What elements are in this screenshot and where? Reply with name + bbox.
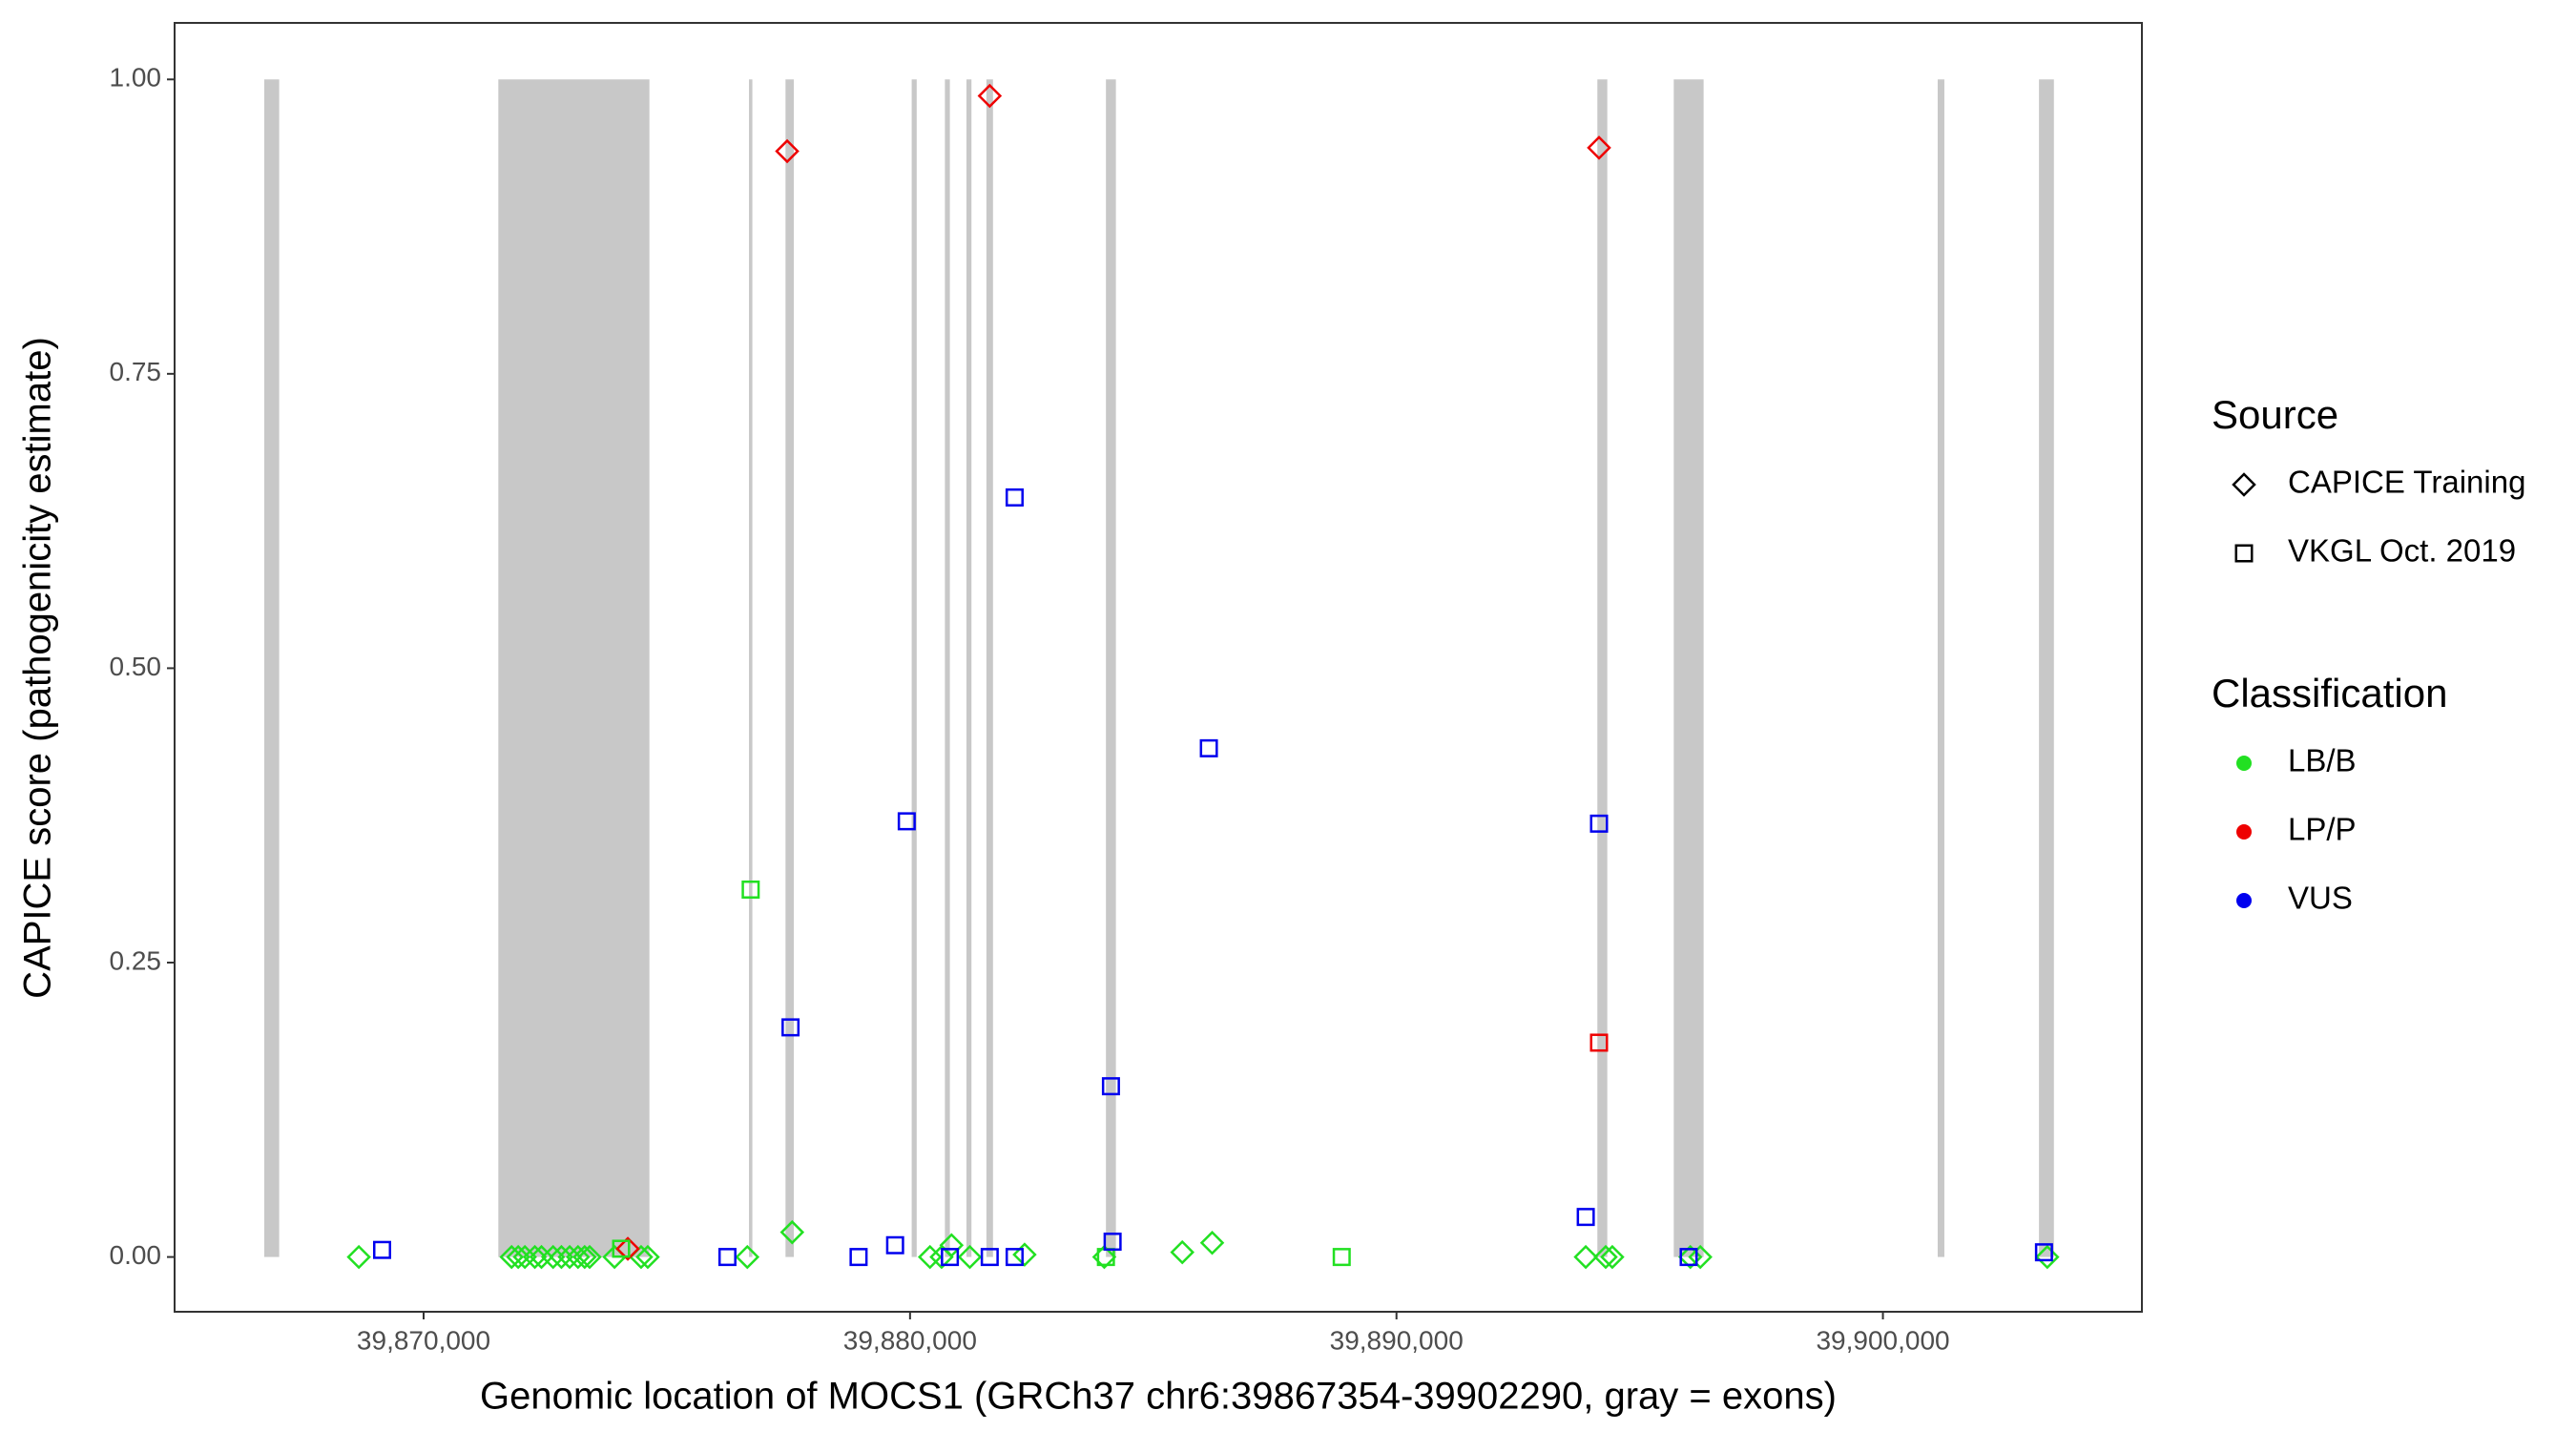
legend-label: LB/B <box>2288 743 2357 778</box>
point <box>566 1244 591 1270</box>
y-tick-label: 0.00 <box>110 1240 162 1270</box>
point <box>1103 1233 1122 1252</box>
point <box>977 83 1003 109</box>
x-tick-label: 39,890,000 <box>1330 1325 1464 1355</box>
point <box>885 1235 904 1255</box>
point <box>1600 1244 1625 1270</box>
point <box>980 1248 999 1267</box>
point <box>373 1240 392 1259</box>
exon <box>2039 79 2054 1257</box>
point <box>1688 1244 1713 1270</box>
point <box>572 1244 597 1270</box>
legend-symbol <box>2236 893 2252 908</box>
legend-symbol <box>2232 472 2256 497</box>
point <box>1170 1239 1195 1265</box>
y-tick-label: 0.50 <box>110 652 162 681</box>
point <box>781 1018 800 1037</box>
point <box>1005 487 1024 507</box>
legend-symbol <box>2236 756 2252 771</box>
x-tick-label: 39,880,000 <box>843 1325 977 1355</box>
point <box>1573 1244 1598 1270</box>
point <box>1589 814 1609 833</box>
point <box>2034 1243 2053 1262</box>
point <box>1593 1244 1618 1270</box>
point <box>917 1244 943 1270</box>
point <box>775 138 800 164</box>
legend-symbol <box>2236 824 2252 840</box>
point <box>717 1248 737 1267</box>
legend-title: Classification <box>2212 671 2447 716</box>
point <box>615 1236 640 1261</box>
exon <box>1673 79 1704 1257</box>
point <box>635 1244 660 1270</box>
point <box>1332 1248 1351 1267</box>
exon <box>498 79 650 1257</box>
point <box>957 1244 983 1270</box>
legend-label: LP/P <box>2288 812 2357 847</box>
point <box>612 1239 631 1258</box>
point <box>939 1233 965 1258</box>
point <box>577 1244 602 1270</box>
exon <box>785 79 795 1257</box>
point <box>741 880 760 899</box>
y-axis-title: CAPICE score (pathogenicity estimate) <box>17 337 59 999</box>
legend-label: VUS <box>2288 881 2353 916</box>
point <box>1679 1248 1698 1267</box>
point <box>540 1244 566 1270</box>
point <box>1576 1208 1595 1227</box>
x-tick-label: 39,900,000 <box>1816 1325 1949 1355</box>
legend-title: Source <box>2212 392 2338 437</box>
point <box>1005 1248 1024 1267</box>
exon <box>966 79 972 1257</box>
point <box>1199 738 1218 757</box>
point <box>549 1244 574 1270</box>
exon <box>945 79 950 1257</box>
point <box>512 1244 537 1270</box>
point <box>941 1248 960 1267</box>
exon <box>986 79 993 1257</box>
y-tick-label: 0.75 <box>110 357 162 386</box>
point <box>1587 135 1611 160</box>
point <box>506 1244 530 1270</box>
point <box>779 1219 805 1245</box>
point <box>522 1244 548 1270</box>
exon <box>1937 79 1944 1257</box>
point <box>2035 1244 2060 1270</box>
point <box>1199 1231 1225 1255</box>
exon <box>1597 79 1608 1257</box>
point <box>897 812 916 831</box>
exon <box>1106 79 1116 1257</box>
y-tick-label: 0.25 <box>110 945 162 975</box>
point <box>346 1244 371 1270</box>
legend-label: VKGL Oct. 2019 <box>2288 533 2516 569</box>
exon <box>911 79 917 1257</box>
plot-border <box>174 22 2143 1313</box>
exon <box>749 79 753 1257</box>
point <box>1101 1077 1120 1096</box>
point <box>529 1244 554 1270</box>
point <box>735 1244 760 1270</box>
y-tick-label: 1.00 <box>110 63 162 93</box>
legend-symbol <box>2234 544 2254 563</box>
x-tick-label: 39,870,000 <box>357 1325 490 1355</box>
point <box>1012 1242 1037 1267</box>
legend-label: CAPICE Training <box>2288 465 2525 500</box>
x-axis-title: Genomic location of MOCS1 (GRCh37 chr6:3… <box>480 1376 1837 1418</box>
exon <box>263 79 280 1257</box>
point <box>849 1248 868 1267</box>
point <box>1589 1033 1609 1052</box>
